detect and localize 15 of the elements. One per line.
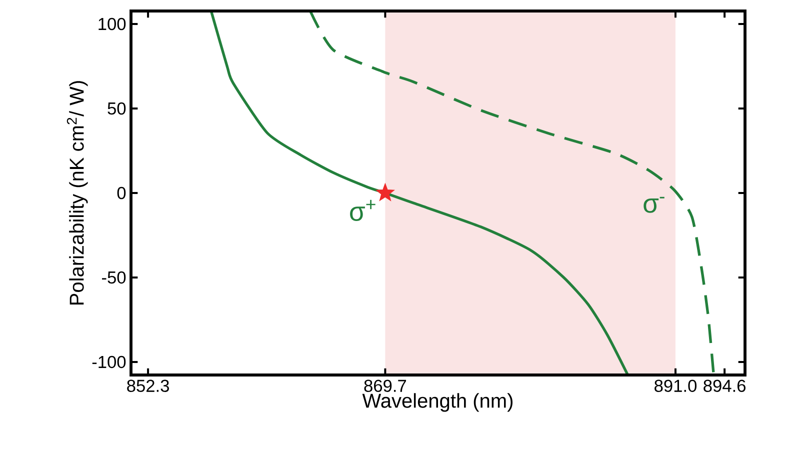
- y-axis-title: Polarizability (nK cm$^{2}$/ W): [66, 81, 88, 304]
- line-series: [308, 10, 716, 375]
- series-label: σ$^{-}$: [644, 196, 664, 213]
- x-axis-title: Wavelength (nm): [362, 393, 512, 412]
- series-label: σ$^{+}$: [350, 200, 376, 221]
- x-tick-label: 852.3: [127, 380, 169, 392]
- x-tick-label: 891.0: [654, 380, 697, 392]
- x-tick-label: 869.7: [364, 380, 406, 392]
- line-series: [210, 10, 630, 375]
- y-tick-label: 0: [117, 186, 126, 200]
- y-tick-label: -100: [92, 356, 126, 368]
- y-tick-label: 50: [108, 102, 126, 115]
- y-tick-label: 100: [98, 18, 126, 30]
- y-tick-label: -50: [102, 271, 126, 284]
- x-tick-label: 894.6: [704, 380, 746, 392]
